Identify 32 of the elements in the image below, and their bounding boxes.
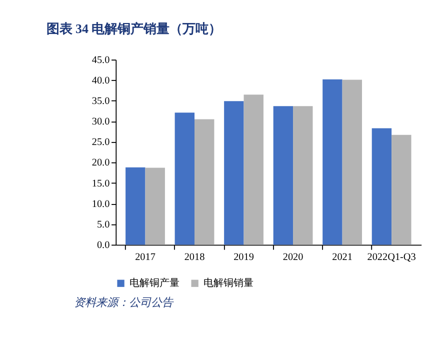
x-tick-label: 2017: [135, 252, 156, 263]
text: 资料来源：公司公告: [74, 296, 174, 309]
bar: [273, 106, 294, 245]
bar: [126, 167, 146, 245]
y-tick-label: 15.0: [92, 178, 110, 190]
y-tick-label: 0.0: [96, 240, 110, 251]
bar: [342, 80, 362, 245]
bar: [194, 119, 214, 245]
x-tick-label: 2018: [184, 252, 205, 263]
y-tick-label: 5.0: [96, 219, 110, 230]
bar: [322, 79, 342, 245]
y-tick-label: 20.0: [92, 158, 110, 169]
x-tick-label: 2020: [282, 252, 304, 263]
y-tick-label: 30.0: [92, 116, 110, 128]
bar: [372, 128, 392, 245]
y-tick-label: 25.0: [92, 137, 110, 148]
bar: [145, 168, 165, 245]
y-tick-label: 45.0: [92, 54, 110, 66]
y-tick-label: 10.0: [92, 198, 110, 210]
bar: [244, 94, 264, 245]
x-tick-label: 2021: [332, 252, 352, 263]
y-tick-label: 40.0: [92, 75, 110, 86]
bar: [174, 112, 195, 245]
bar: [224, 101, 244, 245]
legend-label: 电解铜产量: [130, 277, 180, 290]
chart-title: 图表 34 电解铜产销量（万吨）: [46, 20, 222, 36]
legend-label: 电解铜销量: [204, 277, 254, 290]
x-tick-label: 2022Q1-Q3: [367, 252, 416, 263]
bar: [293, 106, 313, 245]
x-tick-label: 2019: [234, 252, 254, 263]
bar: [392, 134, 412, 245]
y-tick-label: 35.0: [92, 96, 110, 107]
